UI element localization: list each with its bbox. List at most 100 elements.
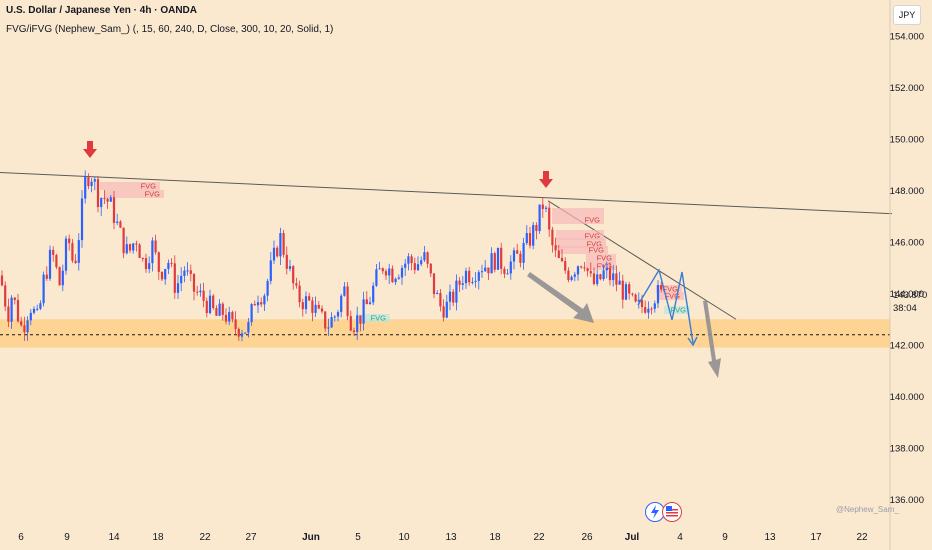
currency-button[interactable]: JPY — [893, 5, 921, 25]
candle-body — [196, 291, 199, 293]
candle-body — [45, 274, 48, 279]
candle-body — [7, 306, 10, 322]
fvg-label: FVG — [671, 306, 687, 315]
time-tick-label: 26 — [581, 532, 593, 543]
candle-body — [448, 291, 452, 302]
time-tick-label: 22 — [533, 532, 545, 543]
time-tick-label: 9 — [722, 532, 728, 543]
candle-body — [554, 245, 557, 251]
fvg-label: FVG — [585, 216, 601, 225]
candle-body — [368, 302, 372, 305]
candle-body — [48, 249, 52, 279]
price-tick-label: 144.000 — [890, 289, 924, 300]
candle-body — [352, 330, 356, 333]
candle-body — [634, 294, 637, 302]
price-axis[interactable]: 154.000 152.000 150.000 148.000 146.000 144.0… — [890, 32, 924, 507]
candle-body — [100, 198, 103, 208]
red-arrow-icon — [83, 141, 97, 158]
candle-body — [509, 261, 512, 274]
price-tick-label: 150.000 — [890, 135, 924, 146]
candle-body — [135, 243, 138, 245]
candle-body — [234, 319, 237, 329]
time-tick-label: Jun — [302, 532, 320, 543]
candle-body — [516, 250, 519, 254]
fvg-label: FVG — [587, 240, 603, 249]
candle-body — [426, 252, 429, 264]
candle-body — [327, 327, 330, 329]
time-tick-label: 5 — [355, 532, 361, 543]
candle-body — [493, 253, 496, 270]
author-watermark: @Nephew_Sam_ — [836, 505, 899, 514]
candle-body — [471, 282, 474, 284]
price-tick-label: 138.000 — [890, 444, 924, 455]
candle-body — [212, 295, 215, 309]
candle-body — [500, 247, 503, 269]
time-tick-label: 17 — [810, 532, 822, 543]
drawings-layer — [83, 141, 721, 378]
fvg-box — [656, 285, 682, 293]
fvg-label: FVG — [663, 285, 679, 294]
support-zone-layer — [0, 319, 890, 348]
candle-body — [596, 274, 599, 285]
candle-body — [637, 299, 640, 302]
candle-body — [144, 258, 148, 270]
candle-body — [490, 253, 493, 274]
candle-body — [336, 312, 340, 317]
candle-body — [519, 253, 522, 263]
gray-arrow-icon — [703, 300, 721, 378]
candle-body — [522, 243, 525, 263]
candle-body — [378, 268, 381, 270]
time-axis[interactable]: 6 9 14 18 22 27 Jun 5 10 13 18 22 26 Jul 4 9 13 17 22 — [18, 532, 868, 543]
candle-body — [250, 304, 253, 323]
candle-body — [132, 243, 135, 251]
symbol-title[interactable]: U.S. Dollar / Japanese Yen · 4h · OANDA — [6, 5, 197, 16]
candle-body — [170, 262, 173, 264]
candle-body — [231, 312, 234, 320]
candle-body — [333, 316, 336, 318]
candle-body — [608, 268, 612, 281]
candle-body — [77, 240, 80, 263]
time-tick-label: 18 — [152, 532, 164, 543]
candles-layer — [0, 170, 663, 342]
candle-body — [528, 233, 532, 246]
us-flag-icon[interactable] — [662, 502, 682, 522]
fvg-box — [586, 254, 616, 262]
candle-body — [496, 247, 500, 270]
candle-body — [618, 280, 621, 285]
candle-body — [116, 221, 119, 223]
candle-body — [221, 303, 224, 315]
candle-body — [647, 308, 650, 313]
candle-body — [365, 299, 368, 305]
candle-body — [372, 285, 375, 303]
candle-body — [295, 283, 298, 286]
time-tick-label: 13 — [445, 532, 457, 543]
candle-body — [544, 207, 548, 209]
indicator-legend[interactable]: FVG/iFVG (Nephew_Sam_) (, 15, 60, 240, D… — [6, 24, 334, 35]
candle-body — [644, 307, 647, 313]
candle-body — [10, 297, 13, 322]
price-tick-label: 148.000 — [890, 186, 924, 197]
candle-body — [240, 333, 244, 337]
candle-body — [237, 328, 240, 337]
candle-body — [109, 197, 112, 202]
candle-body — [320, 308, 324, 312]
candle-body — [87, 176, 90, 187]
candle-body — [80, 198, 84, 241]
candle-body — [362, 299, 365, 324]
candle-body — [208, 295, 212, 314]
last-price: 143.870 — [893, 290, 928, 301]
candle-body — [397, 277, 400, 279]
candle-body — [0, 275, 4, 286]
candle-body — [420, 260, 423, 265]
candle-body — [244, 332, 247, 334]
candle-body — [455, 280, 458, 303]
candle-body — [653, 303, 656, 309]
candle-body — [160, 271, 164, 280]
candle-body — [612, 273, 615, 281]
candle-body — [384, 271, 388, 276]
candle-body — [16, 299, 20, 322]
candle-body — [314, 304, 317, 313]
fvg-box — [100, 182, 160, 190]
fvg-box — [664, 306, 690, 314]
